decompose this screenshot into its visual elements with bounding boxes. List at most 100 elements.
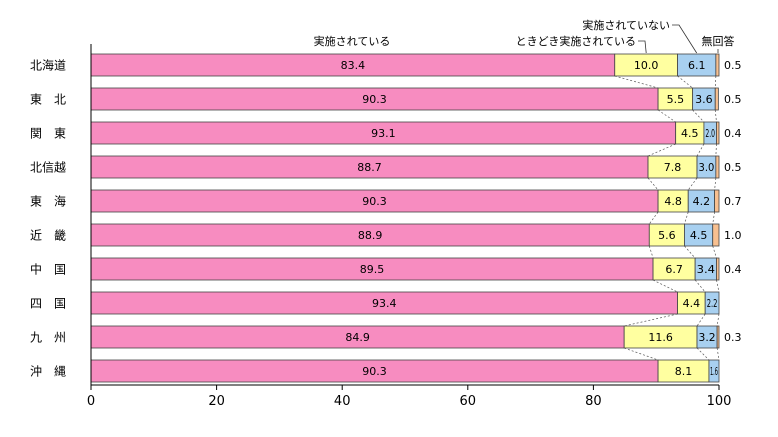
bar-segment xyxy=(716,257,720,281)
connector-line xyxy=(647,177,659,191)
value-label: 10.0 xyxy=(634,59,659,72)
connector-line xyxy=(716,279,720,293)
value-label: 5.5 xyxy=(667,93,685,106)
value-label: 4.4 xyxy=(683,297,701,310)
value-label: 93.1 xyxy=(371,127,396,140)
connector-line xyxy=(694,279,706,293)
value-label: 89.5 xyxy=(360,263,385,276)
bar-segment xyxy=(704,291,720,315)
connector-line xyxy=(696,143,705,157)
connector-line xyxy=(692,109,705,123)
bar-segment xyxy=(714,189,720,213)
category-label: 関 東 xyxy=(30,127,66,141)
value-label: 0.5 xyxy=(724,93,742,106)
value-labels: 83.4 10.0 6.1 0.5 90.3 5.5 3.6 0.5 93.1 4.5 2.0 0.4… xyxy=(341,59,742,378)
connector-line xyxy=(657,109,676,123)
x-tick-label: 20 xyxy=(208,394,225,409)
value-label: 4.8 xyxy=(664,195,682,208)
value-label: 88.7 xyxy=(357,161,382,174)
connector-line xyxy=(647,143,676,157)
connector-line xyxy=(714,109,717,123)
value-label: 1.0 xyxy=(724,229,742,242)
x-tick-label: 80 xyxy=(585,394,602,409)
value-label: 4.5 xyxy=(681,127,699,140)
connector-line xyxy=(649,211,659,225)
connector-line xyxy=(624,313,678,327)
value-label: 0.4 xyxy=(724,263,742,276)
connector-line xyxy=(648,245,654,259)
category-label: 東 海 xyxy=(30,194,66,209)
legend-label: ときどき実施されている xyxy=(516,34,636,48)
value-label: 90.3 xyxy=(362,195,387,208)
value-label: 0.7 xyxy=(724,195,742,208)
x-axis: 0 20 40 60 80 100 xyxy=(87,44,732,409)
value-label: 3.0 xyxy=(699,161,715,174)
value-label: 88.9 xyxy=(358,229,383,242)
connector-line xyxy=(714,75,717,89)
value-label: 8.1 xyxy=(675,365,693,378)
value-label: 6.7 xyxy=(665,263,683,276)
category-label: 沖 縄 xyxy=(30,364,66,379)
value-label: 1.6 xyxy=(710,365,718,378)
connector-line xyxy=(624,347,659,361)
bar-segment xyxy=(716,121,720,145)
category-label: 東 北 xyxy=(30,93,66,107)
value-label: 3.2 xyxy=(699,331,716,344)
value-label: 3.4 xyxy=(697,263,715,276)
legend-leader xyxy=(638,40,647,54)
connector-line xyxy=(712,245,717,259)
value-label: 0.4 xyxy=(724,127,742,140)
value-label: 90.3 xyxy=(362,93,387,106)
connector-line xyxy=(716,347,720,361)
boundary-connector-lines xyxy=(614,75,720,361)
value-label: 4.5 xyxy=(690,229,708,242)
value-label: 0.5 xyxy=(724,59,742,72)
legend-label: 無回答 xyxy=(702,34,735,48)
x-tick-label: 60 xyxy=(460,394,477,409)
value-label: 2.0 xyxy=(705,127,715,140)
connector-line xyxy=(684,211,689,225)
legend-label: 実施されていない xyxy=(582,18,670,32)
x-tick-label: 100 xyxy=(707,394,732,409)
value-label: 0.5 xyxy=(724,161,742,174)
category-label: 中 国 xyxy=(30,262,66,277)
bar-segment xyxy=(715,155,720,179)
connector-line xyxy=(716,313,720,327)
connector-line xyxy=(715,143,717,157)
x-tick-label: 0 xyxy=(87,394,95,409)
value-label: 90.3 xyxy=(362,365,387,378)
value-label: 2.2 xyxy=(707,297,718,310)
connector-line xyxy=(696,347,710,361)
legend-label: 実施されている xyxy=(314,34,391,48)
connector-line xyxy=(677,75,693,89)
connector-line xyxy=(696,313,706,327)
connector-line xyxy=(652,279,678,293)
bar-segment xyxy=(708,359,720,383)
value-label: 11.6 xyxy=(648,331,673,344)
connector-line xyxy=(684,245,696,259)
category-label: 近 畿 xyxy=(30,229,66,243)
connector-line xyxy=(614,75,659,89)
category-label: 九 州 xyxy=(30,331,66,345)
category-label: 四 国 xyxy=(30,297,66,311)
value-label: 7.8 xyxy=(664,161,682,174)
connector-line xyxy=(714,177,717,191)
series-leader-lines xyxy=(638,24,719,54)
bar-segments xyxy=(90,53,720,383)
connector-line xyxy=(687,177,698,191)
connector-line xyxy=(712,211,715,225)
value-label: 0.3 xyxy=(724,331,742,344)
value-label: 5.6 xyxy=(658,229,676,242)
bar-segment xyxy=(715,53,720,77)
legend-leader xyxy=(672,24,698,54)
x-tick-label: 40 xyxy=(334,394,351,409)
bar-segment xyxy=(714,87,719,111)
category-label: 北信越 xyxy=(30,161,66,175)
value-label: 93.4 xyxy=(372,297,397,310)
value-label: 3.6 xyxy=(695,93,713,106)
value-label: 84.9 xyxy=(345,331,370,344)
value-label: 83.4 xyxy=(341,59,366,72)
